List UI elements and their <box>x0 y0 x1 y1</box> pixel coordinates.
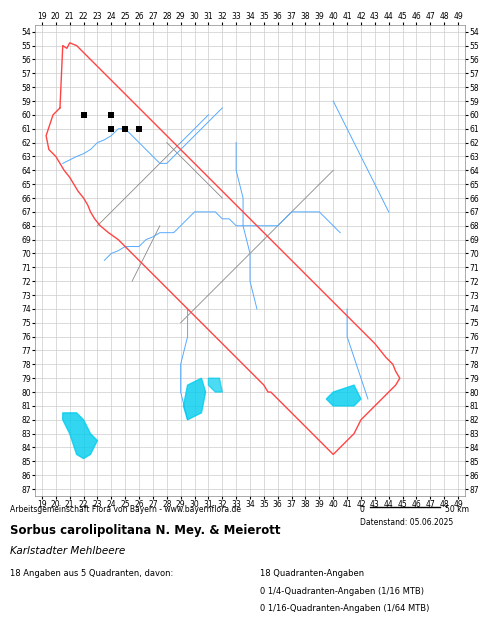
Text: Datenstand: 05.06.2025: Datenstand: 05.06.2025 <box>360 518 453 527</box>
Polygon shape <box>326 385 361 406</box>
Text: Arbeitsgemeinschaft Flora von Bayern - www.bayernflora.de: Arbeitsgemeinschaft Flora von Bayern - w… <box>10 505 241 515</box>
Text: Karlstadter Mehlbeere: Karlstadter Mehlbeere <box>10 546 125 556</box>
Text: Sorbus carolipolitana N. Mey. & Meierott: Sorbus carolipolitana N. Mey. & Meierott <box>10 524 280 537</box>
Polygon shape <box>62 413 98 459</box>
Polygon shape <box>184 378 206 420</box>
Text: 18 Quadranten-Angaben: 18 Quadranten-Angaben <box>260 569 364 578</box>
Text: 0 1/16-Quadranten-Angaben (1/64 MTB): 0 1/16-Quadranten-Angaben (1/64 MTB) <box>260 604 430 613</box>
Text: 0 1/4-Quadranten-Angaben (1/16 MTB): 0 1/4-Quadranten-Angaben (1/16 MTB) <box>260 587 424 596</box>
Polygon shape <box>208 378 222 392</box>
Text: 50 km: 50 km <box>445 505 469 515</box>
Text: 0: 0 <box>360 505 365 515</box>
Text: 18 Angaben aus 5 Quadranten, davon:: 18 Angaben aus 5 Quadranten, davon: <box>10 569 173 578</box>
